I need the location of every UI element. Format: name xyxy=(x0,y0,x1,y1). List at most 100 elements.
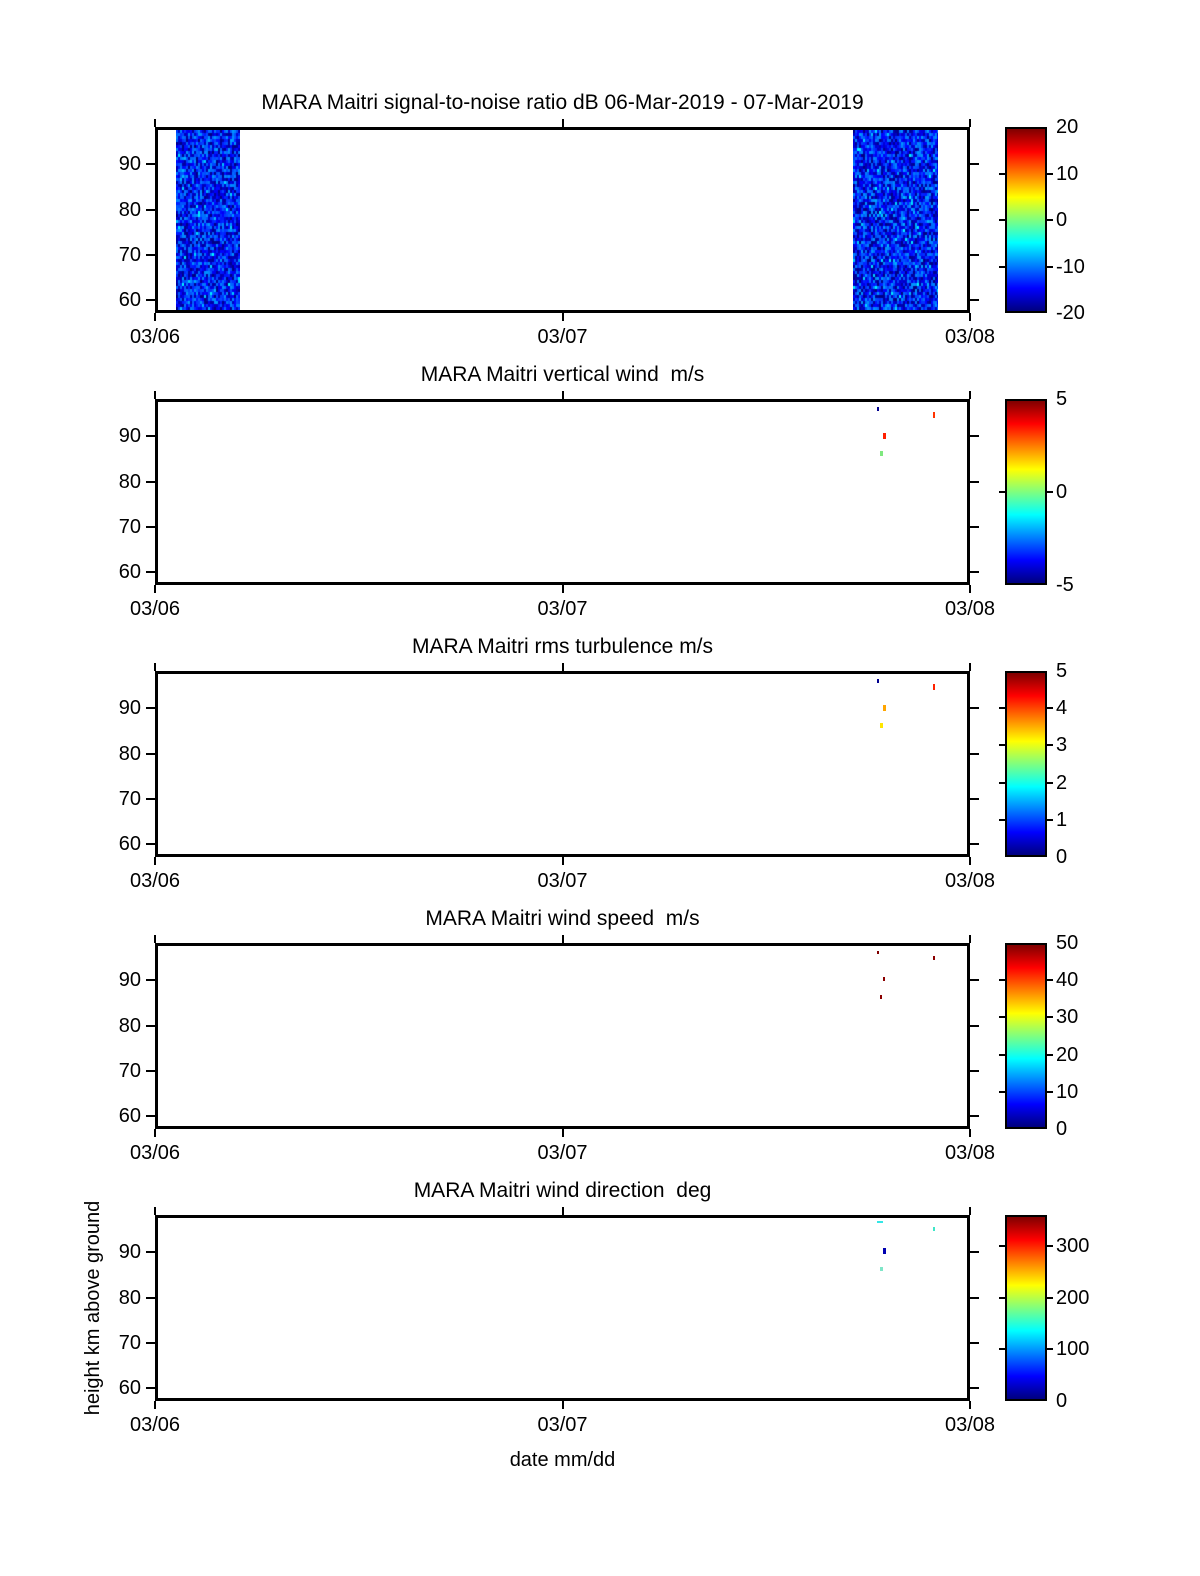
data-speck xyxy=(933,412,935,418)
x-tick-mark xyxy=(969,935,971,943)
y-tick-label: 90 xyxy=(85,696,141,720)
data-speck xyxy=(880,1267,883,1271)
colorbar-tick-label: 20 xyxy=(1056,1044,1116,1066)
panel-title: MARA Maitri vertical wind m/s xyxy=(155,362,970,388)
colorbar-tick-mark xyxy=(1047,173,1053,175)
x-tick-mark xyxy=(562,935,564,943)
y-tick-mark xyxy=(970,798,979,800)
x-tick-mark xyxy=(154,857,156,865)
x-tick-mark xyxy=(562,663,564,671)
x-tick-mark xyxy=(562,585,564,593)
y-tick-mark xyxy=(146,1342,155,1344)
colorbar-tick-mark xyxy=(999,1091,1005,1093)
data-speck xyxy=(880,723,883,728)
colorbar-tick-mark xyxy=(1047,979,1053,981)
y-tick-label: 70 xyxy=(85,1059,141,1083)
x-tick-mark xyxy=(969,663,971,671)
data-speck xyxy=(883,1248,886,1254)
figure-root: MARA Maitri signal-to-noise ratio dB 06-… xyxy=(0,0,1200,1576)
colorbar-tick-mark xyxy=(999,1245,1005,1247)
x-tick-mark xyxy=(969,1129,971,1137)
colorbar-tick-mark xyxy=(1047,1054,1053,1056)
plot-area xyxy=(155,127,970,313)
colorbar-tick-label: 10 xyxy=(1056,163,1116,185)
colorbar xyxy=(1005,127,1047,313)
data-speck xyxy=(933,956,935,960)
x-tick-mark xyxy=(154,391,156,399)
data-speck xyxy=(883,977,885,981)
x-tick-mark xyxy=(969,1207,971,1215)
noise-band-canvas xyxy=(853,130,938,310)
y-tick-mark xyxy=(146,481,155,483)
x-tick-mark xyxy=(969,313,971,321)
y-tick-mark xyxy=(146,1251,155,1253)
y-tick-mark xyxy=(146,435,155,437)
y-tick-mark xyxy=(146,753,155,755)
y-tick-label: 80 xyxy=(85,1014,141,1038)
y-tick-label: 80 xyxy=(85,470,141,494)
y-tick-mark xyxy=(146,798,155,800)
x-tick-mark xyxy=(562,313,564,321)
colorbar xyxy=(1005,1215,1047,1401)
x-tick-mark xyxy=(562,857,564,865)
colorbar-tick-mark xyxy=(1047,1245,1053,1247)
x-tick-label: 03/08 xyxy=(925,1413,1015,1437)
data-speck xyxy=(877,951,879,954)
colorbar-tick-mark xyxy=(999,173,1005,175)
x-tick-mark xyxy=(562,1129,564,1137)
y-tick-mark xyxy=(970,1387,979,1389)
data-speck xyxy=(880,995,882,999)
x-tick-label: 03/07 xyxy=(518,597,608,621)
colorbar-tick-label: 50 xyxy=(1056,932,1116,954)
colorbar-tick-mark xyxy=(1047,1016,1053,1018)
colorbar-tick-mark xyxy=(1047,782,1053,784)
colorbar-tick-label: 3 xyxy=(1056,734,1116,756)
x-tick-mark xyxy=(969,585,971,593)
plot-area xyxy=(155,1215,970,1401)
y-tick-label: 60 xyxy=(85,832,141,856)
colorbar-tick-label: 30 xyxy=(1056,1006,1116,1028)
y-tick-label: 70 xyxy=(85,243,141,267)
x-tick-mark xyxy=(969,857,971,865)
y-tick-mark xyxy=(970,1342,979,1344)
panel-title: MARA Maitri rms turbulence m/s xyxy=(155,634,970,660)
y-tick-mark xyxy=(146,571,155,573)
data-speck xyxy=(933,1227,935,1231)
x-tick-label: 03/06 xyxy=(110,597,200,621)
colorbar-tick-label: 300 xyxy=(1056,1235,1116,1257)
data-speck xyxy=(883,433,886,439)
x-tick-mark xyxy=(154,1207,156,1215)
y-tick-mark xyxy=(970,571,979,573)
colorbar-tick-label: 0 xyxy=(1056,481,1116,503)
x-tick-label: 03/06 xyxy=(110,869,200,893)
y-tick-mark xyxy=(146,163,155,165)
colorbar-tick-label: 20 xyxy=(1056,116,1116,138)
x-tick-mark xyxy=(562,1401,564,1409)
colorbar xyxy=(1005,399,1047,585)
noise-band-canvas xyxy=(176,130,240,310)
colorbar-tick-mark xyxy=(999,1297,1005,1299)
y-tick-mark xyxy=(970,753,979,755)
colorbar-tick-label: 0 xyxy=(1056,846,1116,868)
x-tick-label: 03/06 xyxy=(110,325,200,349)
y-tick-mark xyxy=(970,979,979,981)
colorbar-tick-label: 4 xyxy=(1056,697,1116,719)
x-tick-mark xyxy=(562,391,564,399)
y-tick-mark xyxy=(970,1251,979,1253)
y-tick-label: 60 xyxy=(85,1104,141,1128)
y-tick-label: 90 xyxy=(85,152,141,176)
y-tick-mark xyxy=(970,481,979,483)
x-tick-mark xyxy=(154,313,156,321)
colorbar-tick-mark xyxy=(999,491,1005,493)
y-tick-mark xyxy=(970,1070,979,1072)
y-tick-label: 80 xyxy=(85,742,141,766)
x-tick-label: 03/07 xyxy=(518,869,608,893)
x-tick-mark xyxy=(154,585,156,593)
panel-title: MARA Maitri signal-to-noise ratio dB 06-… xyxy=(155,90,970,116)
data-speck xyxy=(877,1221,883,1223)
y-tick-mark xyxy=(970,1115,979,1117)
y-tick-mark xyxy=(970,299,979,301)
y-tick-label: 60 xyxy=(85,288,141,312)
y-tick-mark xyxy=(970,1025,979,1027)
colorbar-tick-mark xyxy=(999,1054,1005,1056)
